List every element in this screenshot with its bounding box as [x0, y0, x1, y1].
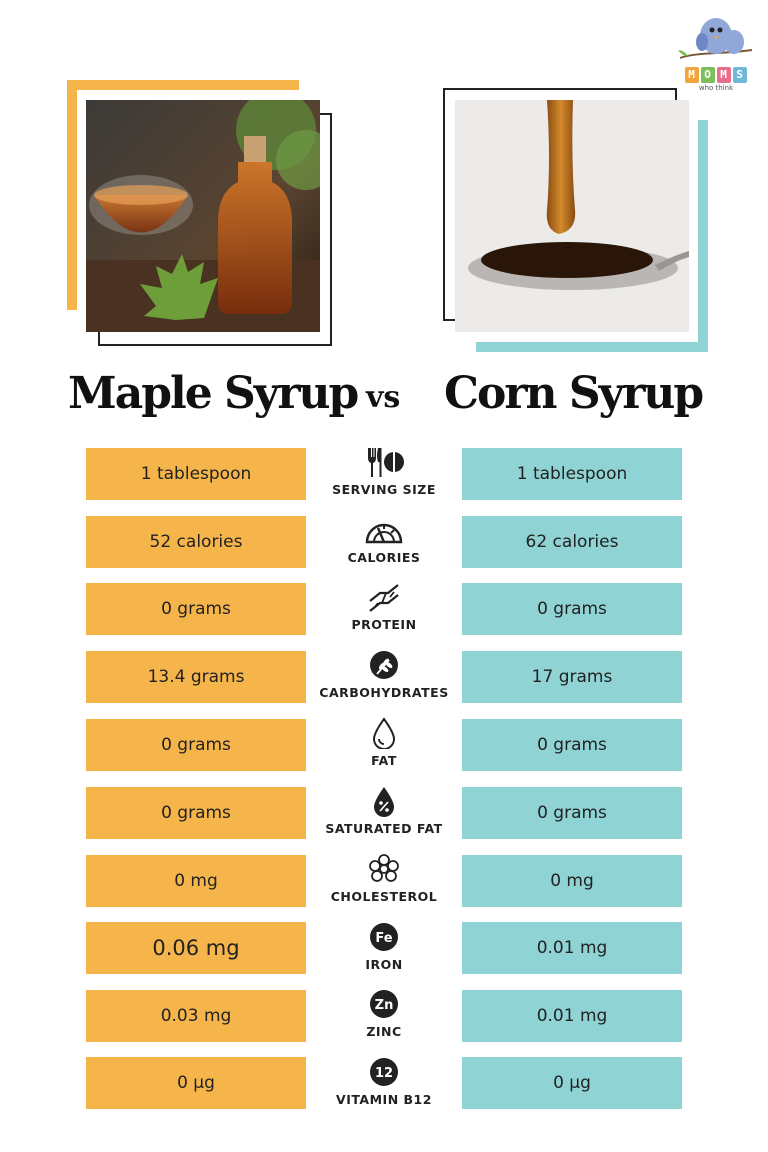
maple-value-fat: 0 grams	[86, 719, 306, 771]
logo-letter: M	[685, 67, 699, 83]
percent-drop-icon	[374, 787, 394, 817]
bird-icon	[678, 18, 753, 59]
nutrient-label-iron: Fe IRON	[306, 921, 462, 987]
corn-value-saturated-fat: 0 grams	[462, 787, 682, 839]
corn-value-vitamin-b12: 0 µg	[462, 1057, 682, 1109]
b12-icon-text: 12	[375, 1066, 393, 1081]
b12-icon: 12	[370, 1058, 398, 1086]
nutrient-name: SATURATED FAT	[325, 821, 443, 836]
corn-syrup-title: Corn Syrup	[444, 368, 704, 419]
nutrient-name: CARBOHYDRATES	[319, 685, 449, 700]
logo-subtitle: who think	[698, 84, 734, 92]
drop-icon	[372, 717, 396, 749]
corn-syrup-photo	[455, 100, 689, 332]
maple-syrup-title: Maple Syrup	[68, 368, 359, 419]
maple-value-iron: 0.06 mg	[86, 922, 306, 974]
logo-letter: S	[733, 67, 747, 83]
corn-value-carbohydrates: 17 grams	[462, 651, 682, 703]
nutrient-label-carbohydrates: CARBOHYDRATES	[306, 649, 462, 715]
maple-frame-accent	[67, 80, 299, 310]
maple-syrup-photo	[86, 100, 320, 332]
corn-value-calories: 62 calories	[462, 516, 682, 568]
logo-letter: M	[717, 67, 731, 83]
corn-value-protein: 0 grams	[462, 583, 682, 635]
maple-value-vitamin-b12: 0 µg	[86, 1057, 306, 1109]
utensils-plate-icon	[368, 448, 404, 477]
gauge-icon	[365, 523, 403, 544]
nutrient-name: CHOLESTEROL	[330, 889, 438, 904]
vs-label: vs	[366, 380, 401, 415]
nutrient-name: CALORIES	[347, 550, 421, 565]
corn-value-zinc: 0.01 mg	[462, 990, 682, 1042]
nutrient-label-zinc: Zn ZINC	[306, 988, 462, 1054]
molecule-icon	[369, 854, 399, 882]
nutrient-name: PROTEIN	[351, 617, 417, 632]
maple-value-calories: 52 calories	[86, 516, 306, 568]
corn-value-serving-size: 1 tablespoon	[462, 448, 682, 500]
maple-value-cholesterol: 0 mg	[86, 855, 306, 907]
maple-value-protein: 0 grams	[86, 583, 306, 635]
logo-letter: O	[701, 67, 715, 83]
nutrient-name: ZINC	[366, 1024, 402, 1039]
maple-value-saturated-fat: 0 grams	[86, 787, 306, 839]
wheat-icon	[370, 651, 398, 679]
maple-value-zinc: 0.03 mg	[86, 990, 306, 1042]
nutrient-label-saturated-fat: SATURATED FAT	[306, 785, 462, 851]
nutrient-label-fat: FAT	[306, 717, 462, 783]
maple-value-carbohydrates: 13.4 grams	[86, 651, 306, 703]
zn-icon: Zn	[370, 990, 398, 1018]
nutrient-name: FAT	[371, 753, 397, 768]
nutrient-label-cholesterol: CHOLESTEROL	[306, 853, 462, 919]
nutrient-label-vitamin-b12: 12 VITAMIN B12	[306, 1056, 462, 1122]
nutrient-label-protein: PROTEIN	[306, 581, 462, 647]
maple-value-serving-size: 1 tablespoon	[86, 448, 306, 500]
nutrient-name: SERVING SIZE	[332, 482, 436, 497]
corn-value-fat: 0 grams	[462, 719, 682, 771]
dna-icon	[369, 584, 399, 612]
corn-frame-accent	[476, 120, 708, 352]
fe-icon-text: Fe	[375, 931, 392, 946]
corn-value-iron: 0.01 mg	[462, 922, 682, 974]
nutrient-name: IRON	[365, 957, 403, 972]
zn-icon-text: Zn	[375, 998, 394, 1013]
corn-value-cholesterol: 0 mg	[462, 855, 682, 907]
nutrient-label-serving-size: SERVING SIZE	[306, 446, 462, 512]
nutrient-name: VITAMIN B12	[336, 1092, 432, 1107]
fe-icon: Fe	[370, 923, 398, 951]
nutrient-label-calories: CALORIES	[306, 514, 462, 580]
